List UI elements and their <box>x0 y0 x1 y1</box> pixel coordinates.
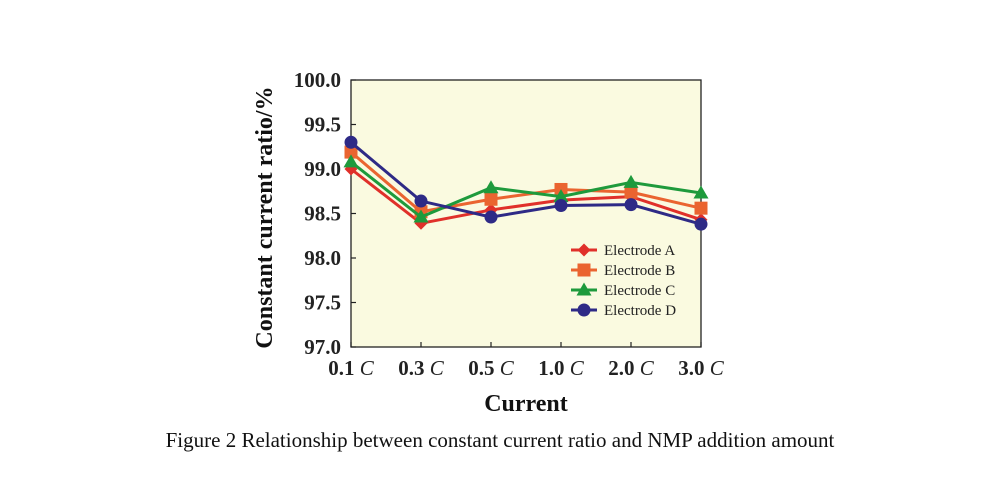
series-line <box>350 160 702 219</box>
y-tick-label: 99.5 <box>304 113 341 137</box>
legend-label: Electrode B <box>604 263 675 279</box>
line-chart: 97.0 97.5 98.0 98.5 99.0 99.5 100.0 0.1 C 0.3 C 0… <box>252 68 725 417</box>
series-electrode-d <box>344 135 708 231</box>
y-tick-label: 98.0 <box>304 246 341 270</box>
x-tick-label: 1.0 C <box>538 356 585 380</box>
legend-entry: Electrode A <box>571 243 675 259</box>
x-tick-label: 0.1 C <box>328 356 375 380</box>
legend-label: Electrode D <box>604 303 676 319</box>
x-axis-label: Current <box>484 391 568 417</box>
series-electrode-c <box>343 154 709 223</box>
x-tick-label: 2.0 C <box>608 356 655 380</box>
legend-entry: Electrode D <box>571 303 676 319</box>
data-point <box>343 154 359 168</box>
series-electrode-b <box>344 145 708 219</box>
data-point <box>344 145 358 159</box>
legend-label: Electrode C <box>604 283 675 299</box>
data-point <box>624 185 638 199</box>
legend-marker <box>577 263 591 277</box>
x-tick-label: 0.5 C <box>468 356 515 380</box>
x-tick-label: 3.0 C <box>678 356 725 380</box>
data-point <box>344 135 358 149</box>
legend-marker <box>576 282 592 296</box>
data-point <box>413 209 429 223</box>
y-tick-label: 100.0 <box>294 68 341 92</box>
series-line <box>350 141 702 226</box>
legend-entry: Electrode B <box>571 263 675 279</box>
data-point <box>693 185 709 199</box>
data-point <box>483 180 499 194</box>
data-point <box>554 198 568 212</box>
legend-label: Electrode A <box>604 243 675 259</box>
data-point <box>484 192 498 206</box>
y-tick-label: 97.0 <box>304 335 341 359</box>
x-tick-label: 0.3 C <box>398 356 445 380</box>
data-point <box>694 201 708 215</box>
y-axis-label: Constant current ratio/% <box>252 86 278 348</box>
y-tick-label: 97.5 <box>304 291 341 315</box>
y-tick-label: 98.5 <box>304 202 341 226</box>
data-point <box>414 194 428 208</box>
data-point <box>624 198 638 212</box>
figure-caption: Figure 2 Relationship between constant c… <box>165 428 835 452</box>
data-point <box>484 210 498 224</box>
data-point <box>623 174 639 188</box>
y-tick-label: 99.0 <box>304 157 341 181</box>
legend-marker <box>577 243 591 257</box>
data-point <box>694 217 708 231</box>
data-point <box>553 189 569 203</box>
series-line <box>350 150 702 214</box>
legend-marker <box>577 303 591 317</box>
series-line <box>350 167 702 225</box>
legend-entry: Electrode C <box>571 282 675 299</box>
